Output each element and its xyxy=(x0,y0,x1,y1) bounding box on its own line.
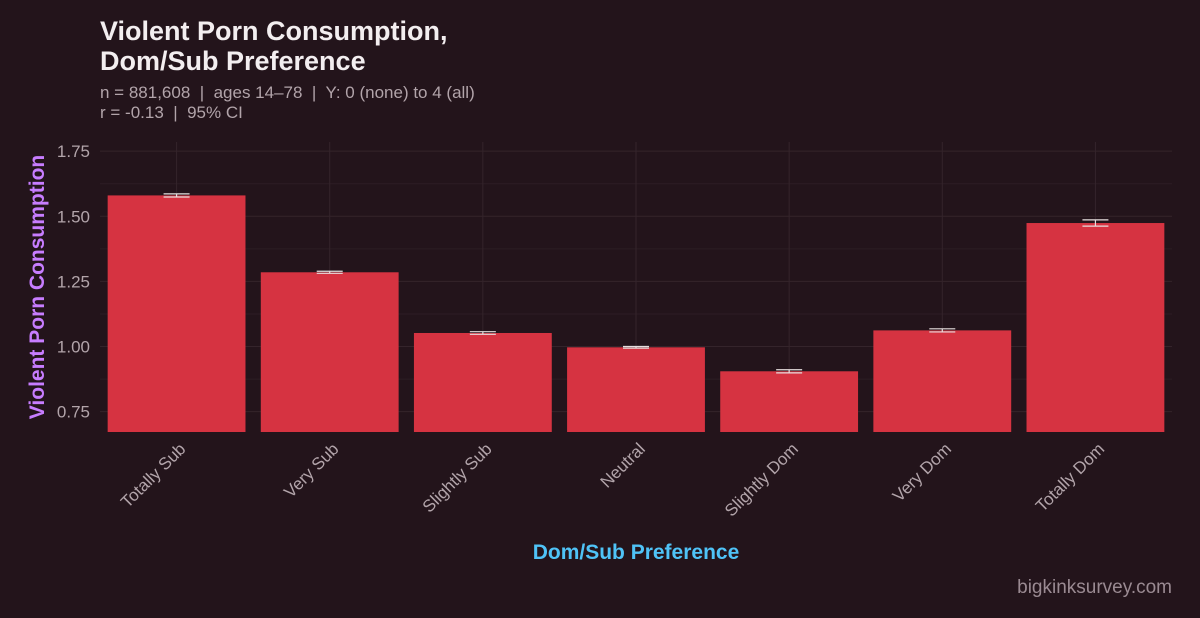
error-bar xyxy=(776,369,803,374)
error-bars xyxy=(163,193,1109,374)
bar xyxy=(1026,223,1165,432)
x-tick-label: Slightly Sub xyxy=(419,439,496,516)
bar xyxy=(107,195,246,432)
bar xyxy=(720,371,859,432)
x-tick-label: Totally Dom xyxy=(1032,439,1108,515)
bar xyxy=(413,332,552,432)
y-tick-label: 1.75 xyxy=(57,142,90,161)
x-tick-label: Neutral xyxy=(597,439,649,491)
y-tick-label: 1.25 xyxy=(57,272,90,291)
x-axis-ticks: Totally Sub Very Sub Slightly Sub Neutral Sl… xyxy=(117,439,1108,520)
x-axis-label: Dom/Sub Preference xyxy=(533,541,740,564)
y-axis-ticks: 0.75 1.00 1.25 1.50 1.75 xyxy=(57,142,90,422)
chart-subtitle-line-1: n = 881,608 | ages 14–78 | Y: 0 (none) t… xyxy=(100,83,475,102)
error-bar xyxy=(316,270,343,274)
chart-subtitle-line-2: r = -0.13 | 95% CI xyxy=(100,103,243,122)
error-bar xyxy=(1082,219,1109,227)
y-tick-label: 1.00 xyxy=(57,338,90,357)
watermark: bigkinksurvey.com xyxy=(1017,577,1172,598)
x-tick-label: Totally Sub xyxy=(117,439,189,511)
x-tick-label: Very Dom xyxy=(889,439,955,505)
error-bar xyxy=(163,193,190,198)
error-bar xyxy=(929,328,956,333)
bar xyxy=(260,272,399,432)
y-axis-label: Violent Porn Consumption xyxy=(26,155,49,419)
bar xyxy=(567,347,705,432)
bar xyxy=(873,330,1012,432)
error-bar xyxy=(469,331,496,335)
x-tick-label: Slightly Dom xyxy=(721,439,802,520)
error-bar xyxy=(623,345,649,349)
chart-title-line-2: Dom/Sub Preference xyxy=(100,46,366,76)
chart-title-line-1: Violent Porn Consumption, xyxy=(100,16,448,46)
y-tick-label: 1.50 xyxy=(57,207,90,226)
y-tick-label: 0.75 xyxy=(57,403,90,422)
bars xyxy=(107,195,1165,432)
x-tick-label: Very Sub xyxy=(280,439,342,501)
